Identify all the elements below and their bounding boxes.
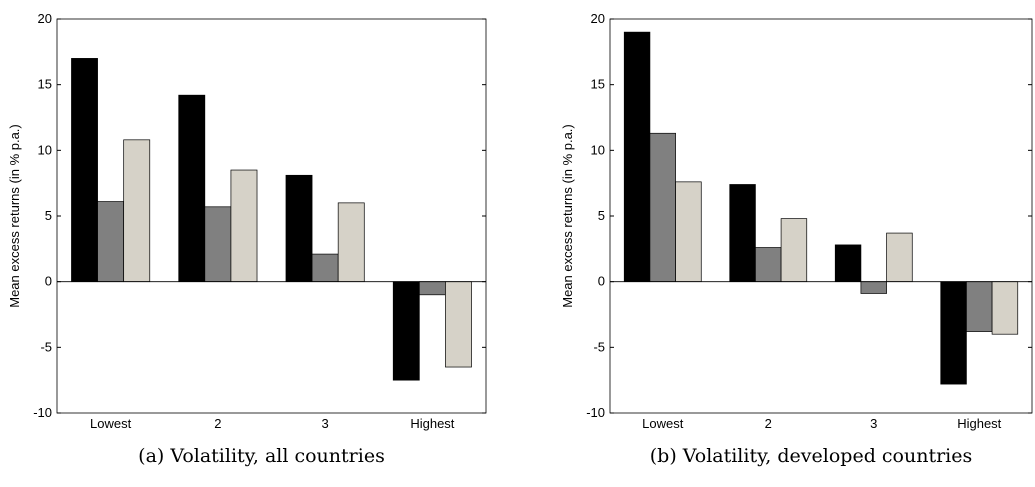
bar — [991, 281, 1019, 335]
x-tick-label: 3 — [322, 416, 329, 431]
plot-frame — [56, 18, 487, 414]
caption: (b) Volatility, developed countries — [650, 445, 973, 467]
bar — [204, 206, 232, 283]
caption: (a) Volatility, all countries — [138, 445, 385, 467]
bar — [834, 244, 862, 283]
x-tick-label: Lowest — [90, 416, 132, 431]
bar — [418, 281, 446, 296]
x-tick-label: Highest — [957, 416, 1001, 431]
bar — [230, 169, 258, 283]
y-tick-label: 20 — [38, 11, 52, 26]
bar — [780, 218, 808, 283]
y-tick-label: 5 — [45, 208, 52, 223]
bar — [71, 58, 98, 283]
bar — [940, 281, 967, 385]
bar — [337, 202, 365, 283]
bar — [729, 184, 756, 283]
y-axis-label: Mean excess returns (in % p.a.) — [560, 124, 575, 308]
y-tick-label: 15 — [591, 77, 605, 92]
y-tick-label: 10 — [591, 142, 605, 157]
bar — [445, 281, 472, 368]
bar — [860, 281, 887, 294]
bar — [755, 247, 782, 283]
bar — [886, 232, 913, 283]
plot-frame — [609, 18, 1033, 414]
y-axis-label: Mean excess returns (in % p.a.) — [7, 124, 22, 308]
bar — [649, 132, 676, 283]
y-tick-label: 20 — [591, 11, 605, 26]
x-tick-label: 3 — [870, 416, 877, 431]
y-tick-label: -5 — [40, 339, 52, 354]
y-tick-label: -10 — [586, 405, 605, 420]
bar — [311, 253, 339, 283]
x-tick-label: Lowest — [642, 416, 684, 431]
y-tick-label: 5 — [598, 208, 605, 223]
x-tick-label: 2 — [765, 416, 772, 431]
x-tick-label: 2 — [214, 416, 221, 431]
bar — [178, 94, 206, 283]
bar — [966, 281, 993, 332]
bar — [285, 174, 313, 283]
y-tick-label: 15 — [38, 77, 52, 92]
x-tick-label: Highest — [410, 416, 454, 431]
y-tick-label: 0 — [598, 274, 605, 289]
bar — [623, 31, 651, 283]
y-tick-label: -5 — [593, 339, 605, 354]
bar — [97, 201, 125, 283]
y-tick-label: 0 — [45, 274, 52, 289]
bar — [675, 181, 702, 283]
bar — [123, 139, 151, 283]
bar — [392, 281, 420, 381]
y-tick-label: -10 — [33, 405, 52, 420]
y-tick-label: 10 — [38, 142, 52, 157]
